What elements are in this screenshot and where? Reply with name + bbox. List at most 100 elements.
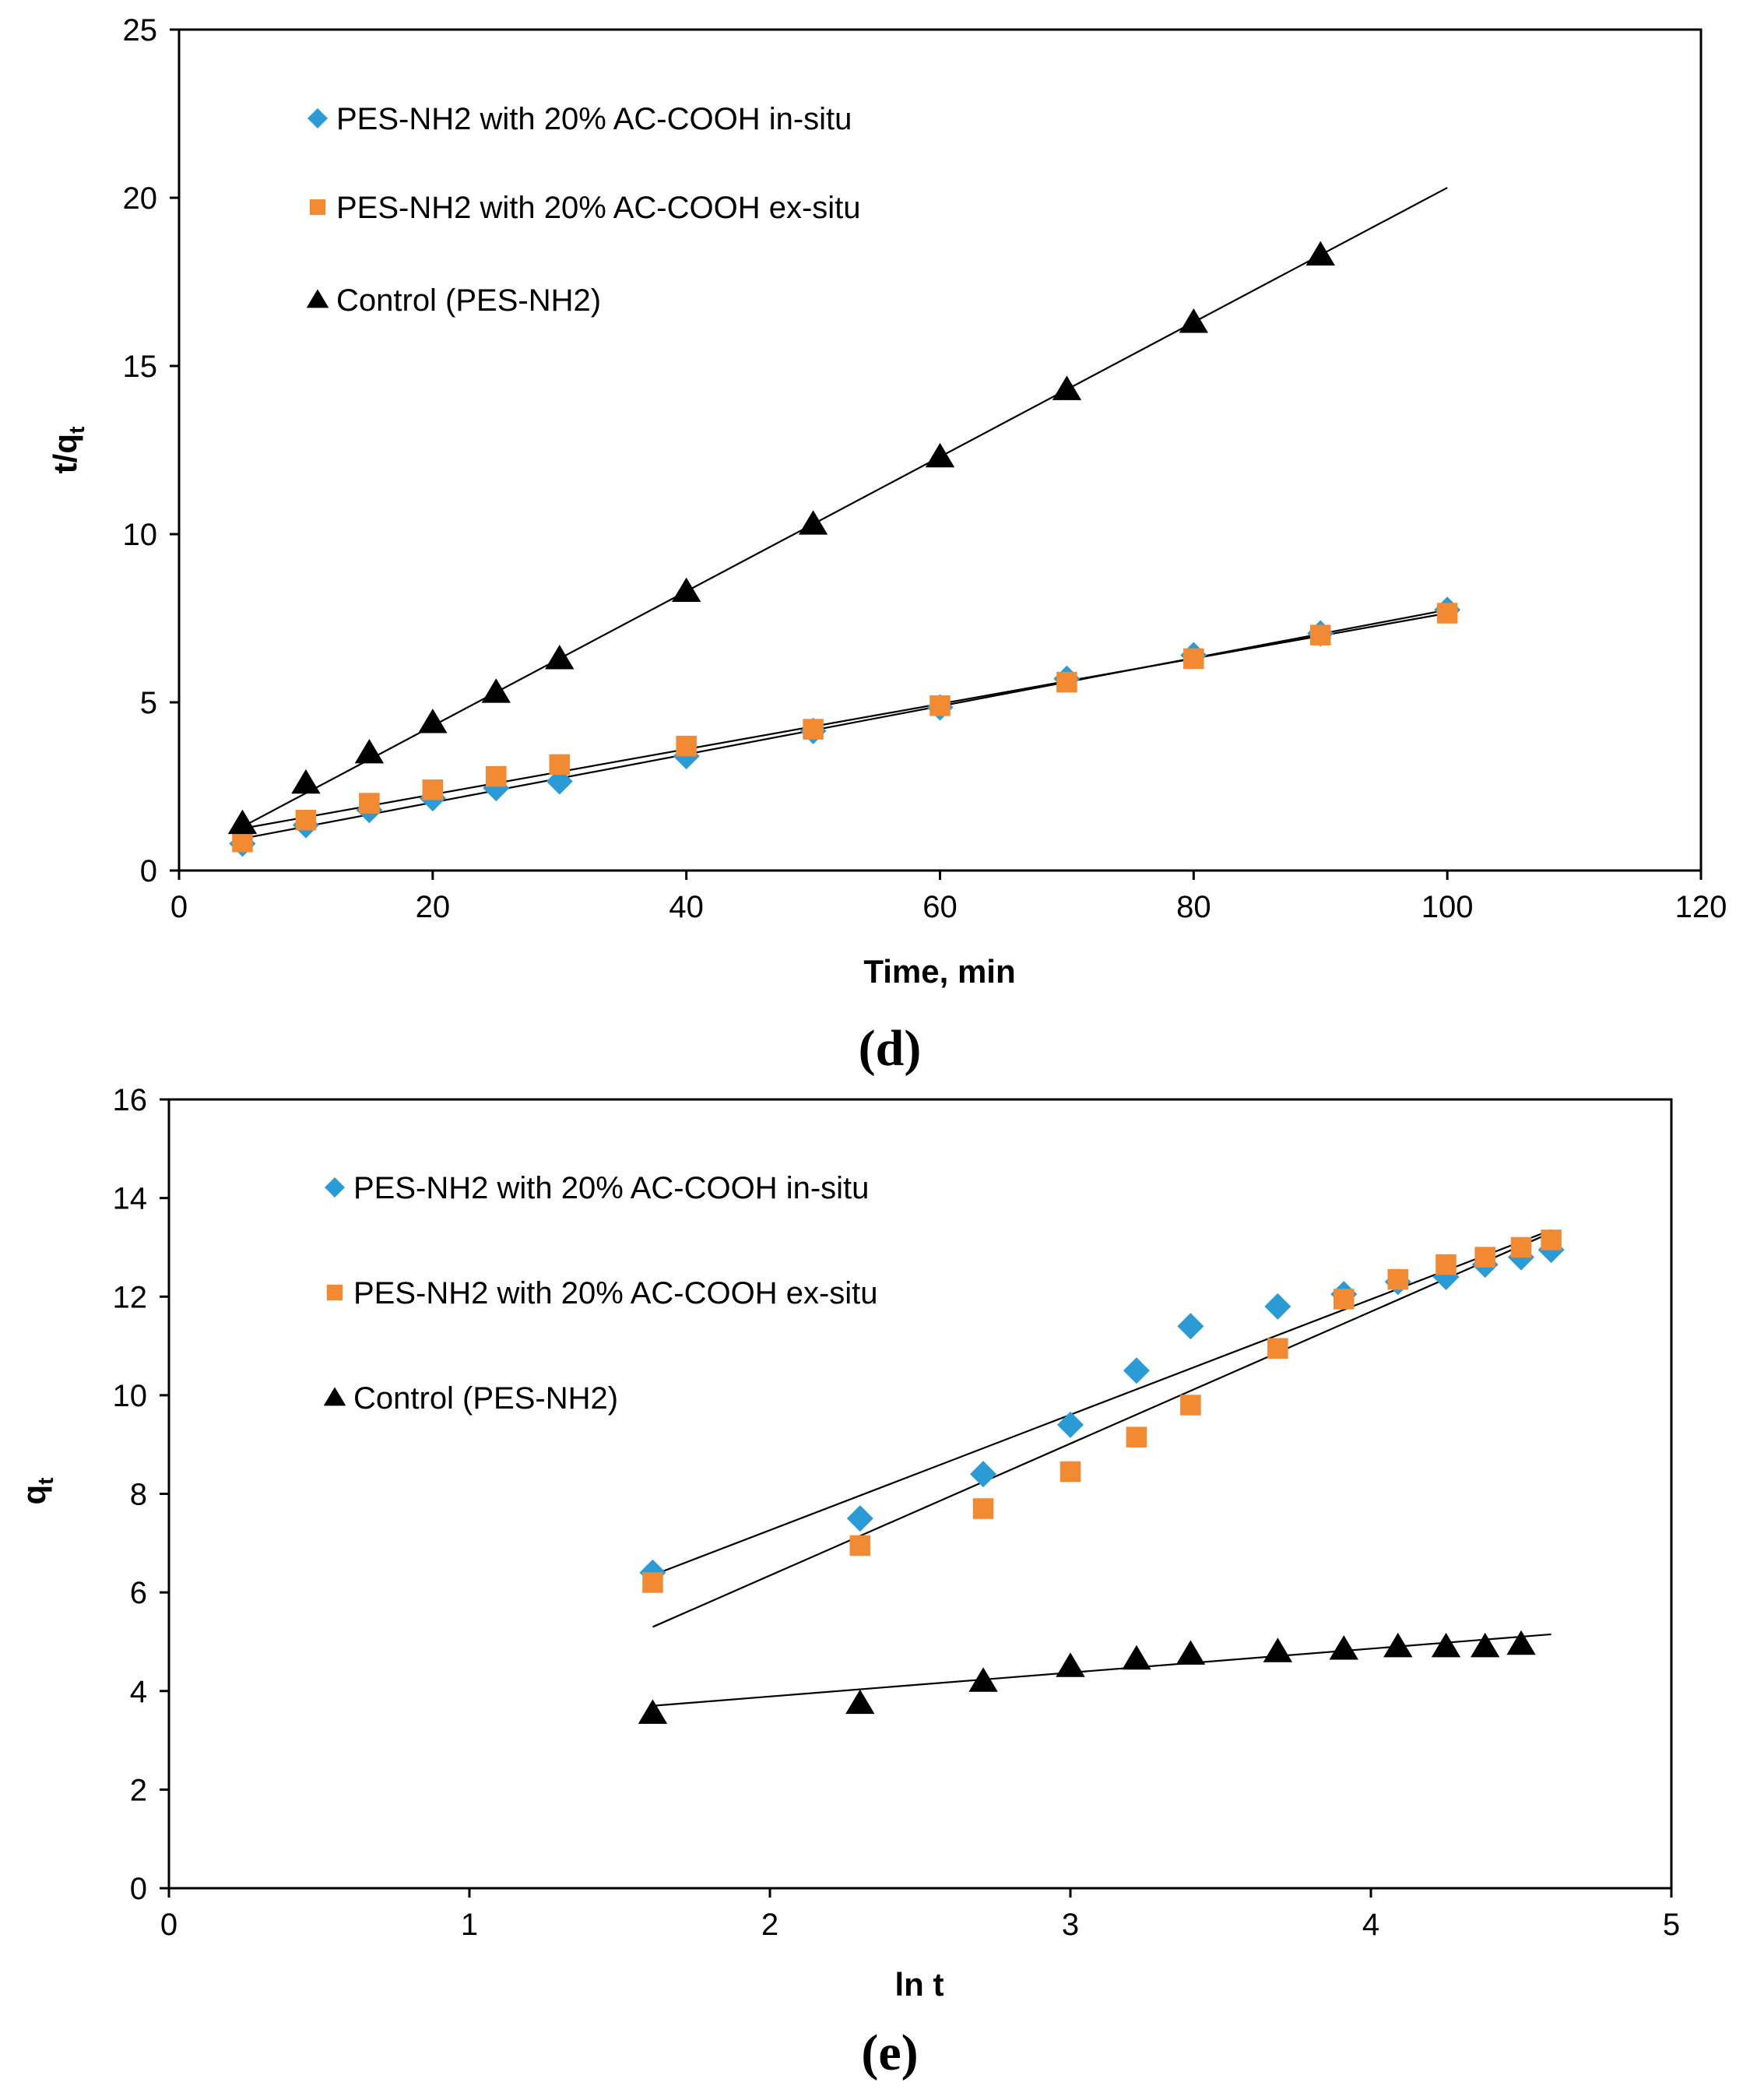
chart-d-y-axis-title: t/qt	[47, 427, 89, 474]
chart-e-point-diamond	[846, 1505, 873, 1532]
chart-d-x-tick-label: 60	[922, 890, 958, 924]
chart-d-point-square	[295, 809, 317, 831]
chart-d-y-tick-label: 20	[123, 181, 158, 216]
chart-d-legend-triangle-icon	[306, 289, 329, 308]
chart-e-y-axis-title: qt	[16, 1478, 58, 1505]
chart-d-x-tick-label: 80	[1176, 890, 1211, 924]
chart-e-point-triangle	[638, 1699, 668, 1724]
chart-d-point-square	[486, 765, 507, 787]
chart-e-point-square	[972, 1498, 994, 1519]
chart-e-x-tick-label: 4	[1362, 1908, 1379, 1942]
chart-e-point-square	[1060, 1461, 1081, 1483]
chart-d-x-axis-title: Time, min	[863, 953, 1015, 990]
chart-e-point-triangle	[1175, 1640, 1206, 1665]
chart-d-legend-square-icon	[309, 199, 326, 216]
chart-e-y-tick-label: 12	[113, 1280, 148, 1314]
chart-e-x-tick-label: 5	[1663, 1908, 1680, 1942]
chart-d-y-tick-label: 10	[123, 518, 158, 552]
chart-e-point-square	[1510, 1236, 1532, 1258]
chart-d-point-triangle	[1052, 375, 1082, 400]
chart-e-legend-label: Control (PES-NH2)	[353, 1381, 618, 1416]
chart-d: 0 20 40 60 80 100 120 0 5 10 15 20 25 PES-NH2 with 2…	[47, 13, 1727, 1077]
chart-d-x-tick-label: 20	[416, 890, 451, 924]
chart-e-x-tick-label: 0	[160, 1908, 177, 1942]
chart-d-point-square	[232, 832, 253, 853]
chart-e-point-triangle	[1383, 1632, 1413, 1658]
chart-e-point-triangle	[1263, 1637, 1293, 1662]
chart-e-point-triangle	[1431, 1632, 1461, 1658]
chart-d-trendline-square	[242, 612, 1448, 830]
chart-e-point-square	[1474, 1247, 1495, 1268]
chart-e-y-axis-title-main: q	[16, 1485, 52, 1505]
chart-d-x-tick-label: 0	[170, 890, 188, 924]
chart-e-trendline-square	[652, 1231, 1552, 1628]
chart-e-point-square	[642, 1572, 663, 1593]
chart-d-point-triangle	[291, 769, 321, 794]
chart-e-point-diamond	[1264, 1293, 1291, 1320]
chart-e-x-tick-label: 2	[761, 1908, 778, 1942]
chart-e-y-tick-label: 8	[130, 1478, 147, 1512]
chart-d-y-axis-title-subscript: t	[65, 427, 89, 434]
chart-e-legend-label: PES-NH2 with 20% AC-COOH in-situ	[353, 1171, 869, 1205]
chart-d-point-square	[1183, 648, 1204, 670]
chart-d-point-square	[929, 695, 951, 716]
chart-e-point-triangle	[1470, 1632, 1500, 1658]
chart-e-x-tick-label: 3	[1062, 1908, 1079, 1942]
chart-d-y-axis-title-main: t/q	[47, 434, 83, 473]
chart-d-point-square	[676, 735, 697, 757]
chart-d-x-tick-label: 120	[1675, 890, 1727, 924]
chart-d-point-triangle	[227, 809, 258, 835]
chart-d-point-square	[1436, 603, 1458, 624]
chart-d-x-tick-label: 40	[669, 890, 704, 924]
chart-d-point-triangle	[418, 709, 448, 733]
chart-e-point-square	[1334, 1289, 1355, 1310]
chart-e-point-diamond	[1177, 1313, 1204, 1340]
chart-d-point-triangle	[545, 644, 575, 670]
chart-d-point-square	[803, 719, 824, 740]
chart-e-y-tick-label: 16	[113, 1083, 148, 1117]
chart-e-plot-frame	[167, 1098, 1673, 1890]
chart-e-point-triangle	[1329, 1635, 1358, 1660]
chart-d-y-tick-label: 25	[123, 13, 158, 47]
chart-e-panel-label: (e)	[861, 2024, 918, 2081]
chart-d-point-square	[1309, 624, 1331, 645]
chart-e-point-square	[1436, 1254, 1457, 1275]
chart-d-point-triangle	[1179, 308, 1209, 333]
chart-e-x-tick-label: 1	[461, 1908, 478, 1942]
chart-e-trendline-triangle	[652, 1633, 1551, 1707]
chart-e-point-triangle	[968, 1667, 998, 1692]
chart-d-point-triangle	[481, 678, 511, 703]
chart-d-point-square	[422, 779, 444, 800]
chart-e-x-axis-title: ln t	[895, 1966, 944, 2003]
chart-e-y-tick-label: 2	[130, 1773, 147, 1807]
chart-d-x-tick-label: 100	[1421, 890, 1474, 924]
chart-d-point-triangle	[1305, 241, 1335, 266]
chart-e-y-tick-label: 6	[130, 1576, 147, 1610]
chart-d-point-triangle	[798, 510, 828, 535]
chart-e-y-tick-label: 10	[113, 1379, 148, 1413]
chart-d-y-tick-label: 0	[140, 854, 157, 888]
chart-e-point-square	[1267, 1338, 1288, 1359]
chart-d-legend-diamond-icon	[307, 108, 328, 128]
chart-e-legend-label: PES-NH2 with 20% AC-COOH ex-situ	[353, 1276, 878, 1310]
chart-e-point-triangle	[1506, 1630, 1536, 1655]
chart-e-y-tick-label: 4	[130, 1675, 147, 1709]
chart-e-point-square	[1387, 1268, 1408, 1290]
chart-d-trendline-triangle	[241, 187, 1448, 828]
chart-e-point-square	[849, 1535, 871, 1557]
chart-e-point-triangle	[1122, 1644, 1151, 1670]
chart-d-point-square	[1056, 671, 1077, 693]
chart-d-point-triangle	[671, 577, 701, 603]
chart-d-legend-label: PES-NH2 with 20% AC-COOH in-situ	[336, 102, 852, 136]
chart-d-y-tick-label: 15	[123, 350, 158, 384]
chart-d-point-square	[359, 793, 380, 814]
chart-e-legend-triangle-icon	[323, 1387, 346, 1406]
chart-e-legend-diamond-icon	[325, 1177, 345, 1198]
chart-d-point-square	[549, 754, 571, 776]
chart-e-legend-square-icon	[326, 1284, 343, 1301]
chart-e-point-triangle	[1056, 1652, 1085, 1677]
chart-e-y-tick-label: 14	[113, 1182, 148, 1216]
chart-e-point-square	[1126, 1426, 1147, 1447]
